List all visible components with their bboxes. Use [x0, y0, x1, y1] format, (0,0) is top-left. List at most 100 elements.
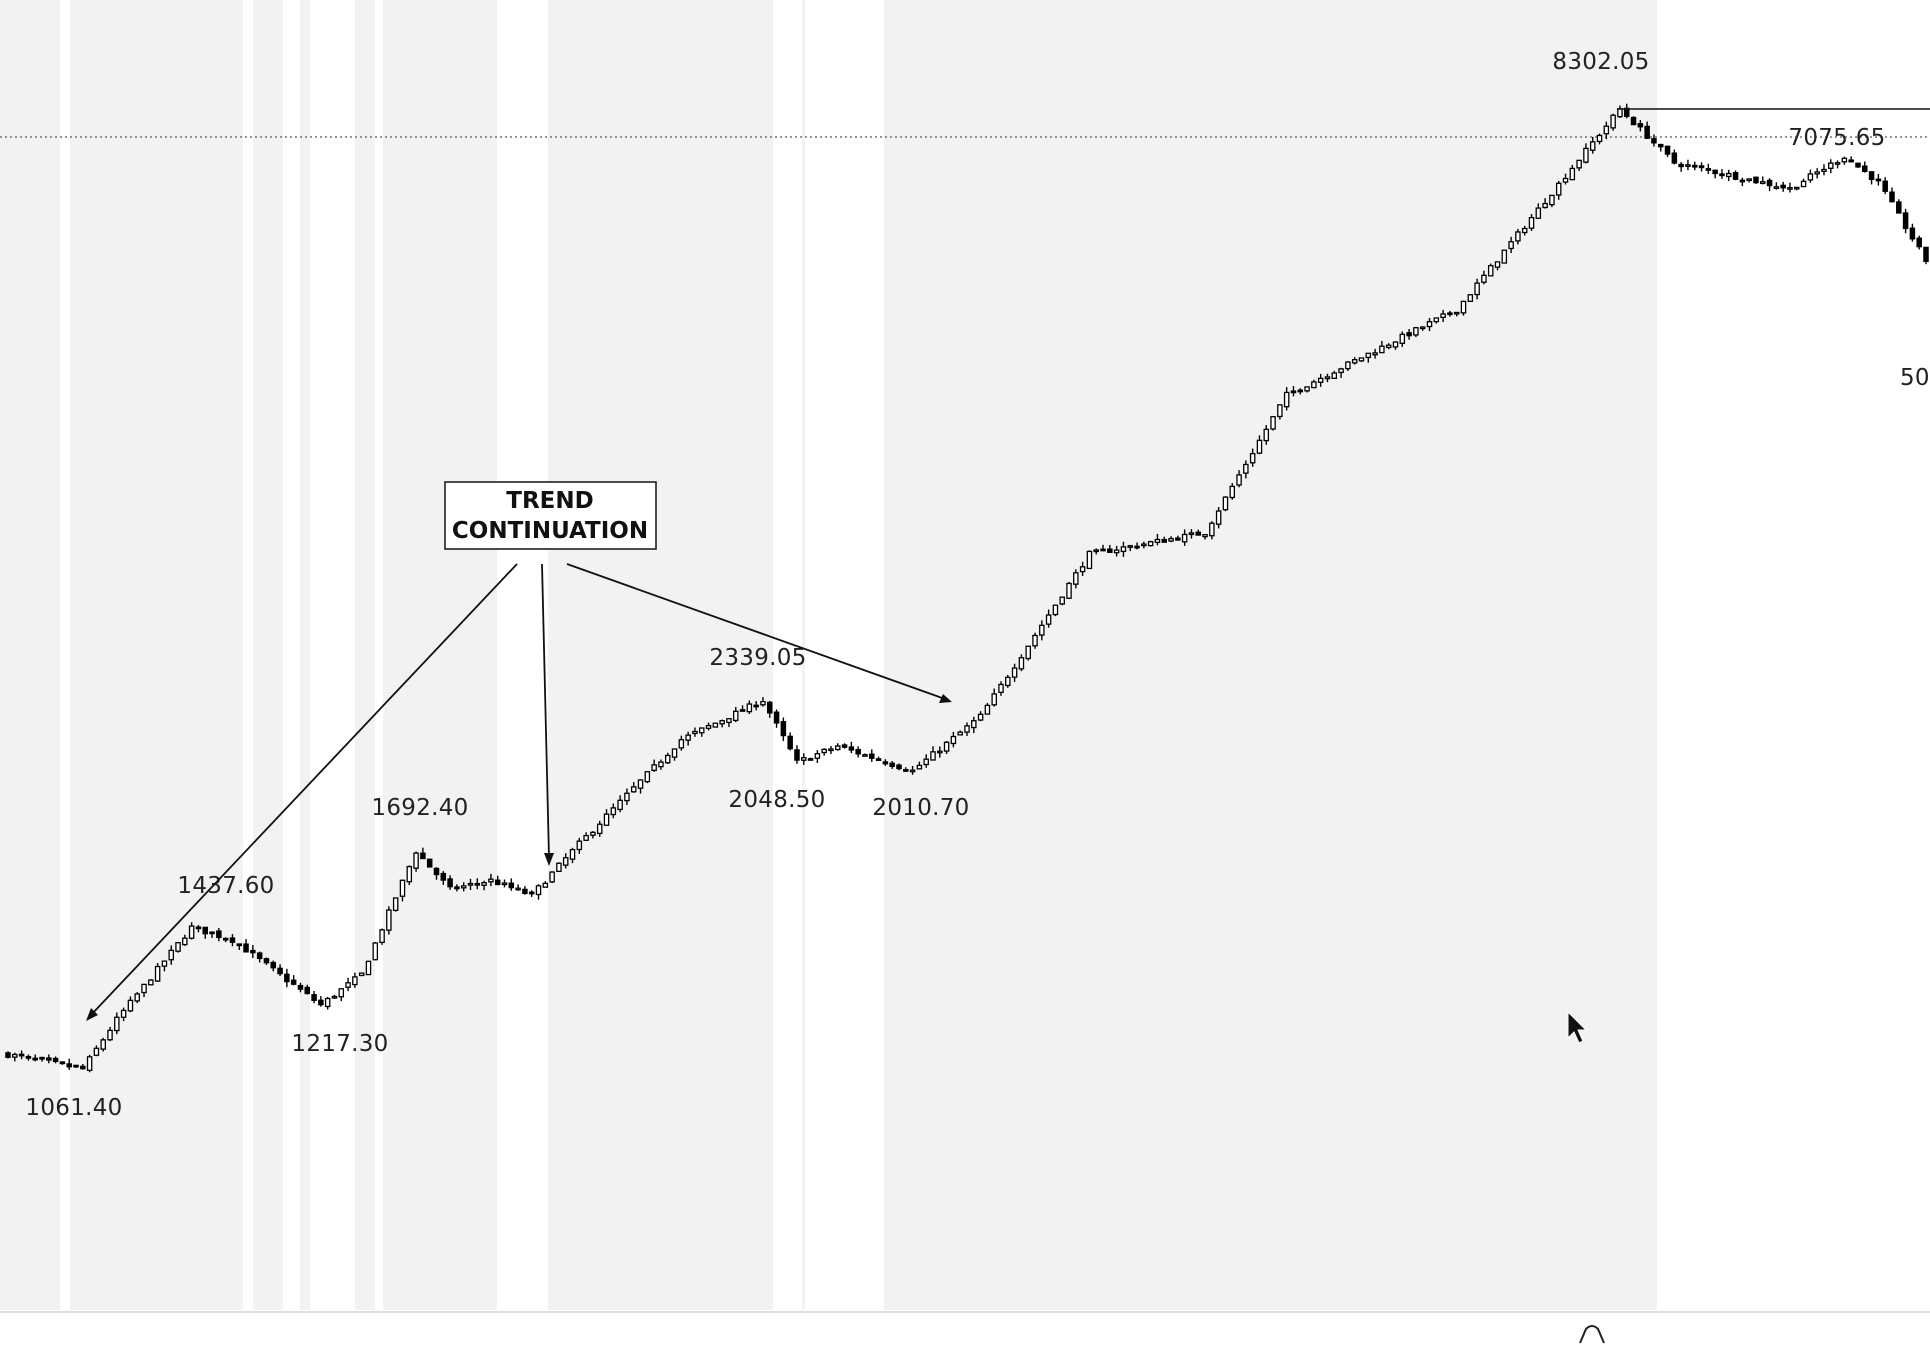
candle-body — [1834, 162, 1841, 165]
candle-body — [80, 1065, 86, 1070]
candle-body — [1032, 634, 1038, 647]
candle-body — [862, 754, 868, 757]
candle — [1583, 143, 1589, 164]
candle — [1562, 173, 1569, 185]
candle-body — [1290, 390, 1297, 394]
candle — [1828, 159, 1834, 174]
candle — [1508, 236, 1514, 254]
candle — [1385, 343, 1392, 350]
candle-body — [1617, 108, 1623, 118]
candle — [182, 934, 188, 946]
candle-body — [1100, 548, 1106, 552]
candle-body — [1773, 186, 1780, 190]
candle — [338, 988, 345, 1002]
candle — [290, 975, 297, 986]
candle-body — [148, 979, 154, 986]
candle-body — [1447, 312, 1453, 316]
candle-body — [1542, 202, 1548, 209]
candle — [1399, 331, 1406, 347]
candle-body — [18, 1053, 25, 1057]
candle — [1426, 317, 1433, 332]
session-band — [548, 0, 773, 1310]
candle — [889, 761, 895, 769]
candle — [624, 788, 630, 806]
candle — [678, 735, 685, 751]
candle — [1263, 425, 1270, 445]
candle — [1637, 120, 1644, 132]
candle — [80, 1064, 86, 1070]
candle — [950, 732, 957, 748]
candle-body — [120, 1009, 127, 1018]
candle-body — [916, 764, 923, 770]
drawing-tool-icon[interactable] — [1572, 1313, 1612, 1346]
candle-body — [379, 929, 385, 943]
candle — [801, 753, 807, 765]
candle-body — [1800, 180, 1807, 188]
candle-body — [712, 722, 719, 728]
candle — [1413, 326, 1419, 338]
candle-body — [1256, 439, 1263, 454]
candle — [760, 697, 766, 707]
candle — [494, 875, 501, 886]
candle — [1005, 674, 1011, 688]
candle-body — [821, 748, 827, 754]
candle-body — [630, 786, 637, 793]
candle — [1406, 329, 1412, 340]
candle-body — [1576, 159, 1582, 169]
candle-body — [1555, 182, 1562, 196]
candle — [1419, 326, 1426, 331]
candle — [1032, 632, 1038, 649]
candle — [25, 1054, 32, 1061]
candle-body — [1719, 173, 1725, 177]
candle — [474, 878, 481, 890]
callout-box — [444, 481, 657, 550]
candle-body — [324, 997, 331, 1008]
session-band — [0, 0, 60, 1310]
candle-body — [399, 879, 406, 897]
candle — [869, 749, 875, 762]
candle — [610, 803, 617, 819]
candle-body — [1583, 147, 1589, 163]
candle-body — [1045, 614, 1052, 625]
candle — [1086, 550, 1093, 570]
candle — [617, 795, 623, 813]
candle-body — [12, 1053, 18, 1058]
candle — [1011, 663, 1018, 682]
candle-body — [386, 909, 392, 931]
candle — [719, 719, 725, 728]
candle-body — [1909, 227, 1916, 240]
candle — [787, 732, 793, 751]
candle — [311, 991, 317, 1004]
candle — [957, 730, 963, 736]
candle-body — [590, 831, 596, 836]
candle-body — [637, 779, 644, 789]
candle — [454, 884, 460, 892]
candle — [66, 1058, 72, 1070]
candle-body — [1453, 311, 1460, 315]
candle-body — [59, 1061, 66, 1065]
candle — [549, 871, 555, 884]
candle — [1542, 198, 1548, 209]
candle — [1447, 310, 1453, 317]
candle — [1705, 163, 1712, 174]
candle-body — [1671, 152, 1678, 164]
candle — [1460, 300, 1467, 316]
candle — [515, 884, 521, 891]
candle-body — [1862, 165, 1868, 173]
candle — [202, 926, 208, 939]
candle — [1039, 620, 1045, 641]
candle-body — [664, 754, 671, 764]
candle — [229, 934, 236, 947]
candle — [848, 741, 855, 754]
candle — [243, 939, 249, 953]
candle — [399, 879, 406, 902]
candle-body — [1392, 341, 1399, 348]
candle — [1161, 536, 1167, 543]
candle — [753, 701, 759, 711]
candle-body — [1107, 548, 1113, 553]
candle — [1066, 581, 1072, 600]
candle — [882, 759, 889, 766]
candle-body — [991, 693, 997, 706]
candle — [447, 875, 453, 890]
